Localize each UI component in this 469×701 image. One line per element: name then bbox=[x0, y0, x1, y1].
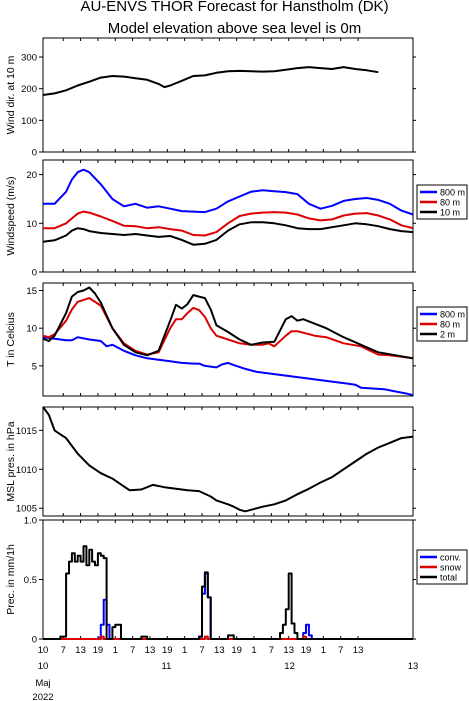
series-line bbox=[42, 336, 414, 397]
x-day-label: 13 bbox=[408, 661, 419, 672]
figure-subtitle: Model elevation above sea level is 0m bbox=[107, 20, 362, 37]
y-tick-label: 1.0 bbox=[24, 516, 37, 527]
y-tick-label: 0 bbox=[32, 148, 37, 159]
x-day-label: 10 bbox=[38, 661, 49, 672]
figure-title: AU-ENVS THOR Forecast for Hanstholm (DK) bbox=[80, 0, 389, 15]
y-tick-label: 1005 bbox=[16, 504, 37, 515]
x-day-label: 12 bbox=[284, 661, 295, 672]
y-axis-label: Windspeed (m/s) bbox=[5, 176, 17, 255]
x-tick-label: 10 bbox=[38, 645, 49, 656]
x-tick-label: 13 bbox=[75, 645, 86, 656]
y-tick-label: 300 bbox=[21, 53, 37, 64]
x-tick-label: 13 bbox=[214, 645, 225, 656]
y-tick-label: 1010 bbox=[16, 465, 37, 476]
series-line bbox=[42, 221, 414, 246]
y-axis-label: Wind dir. at 10 m bbox=[5, 55, 17, 134]
y-tick-label: 100 bbox=[21, 116, 37, 127]
x-tick-label: 13 bbox=[283, 645, 294, 656]
y-tick-label: 200 bbox=[21, 84, 37, 95]
panel-frame bbox=[42, 37, 414, 153]
series-line bbox=[42, 297, 414, 360]
chart-panel: 0 10 20 Windspeed (m/s) 800 m80 m10 m bbox=[5, 159, 468, 279]
legend-label: 2 m bbox=[440, 330, 455, 340]
series-line bbox=[42, 286, 414, 360]
series-line bbox=[43, 210, 414, 237]
x-tick-label: 19 bbox=[93, 645, 104, 656]
y-tick-label: 5 bbox=[32, 361, 37, 372]
y-axis-label: T in Celcius bbox=[5, 312, 17, 367]
x-tick-label: 7 bbox=[130, 645, 135, 656]
legend: 800 m80 m10 m bbox=[416, 184, 468, 220]
x-tick-label: 19 bbox=[301, 645, 312, 656]
y-tick-label: 0.5 bbox=[24, 575, 37, 586]
y-axis-label: MSL pres. in hPa bbox=[5, 421, 17, 501]
x-day-label: 11 bbox=[161, 661, 171, 672]
series-line bbox=[43, 572, 413, 640]
y-tick-label: 1015 bbox=[16, 426, 37, 437]
legend-label: total bbox=[440, 573, 457, 583]
panel-frame bbox=[42, 519, 414, 640]
x-year-label: 2022 bbox=[32, 692, 53, 701]
x-tick-label: 13 bbox=[145, 645, 156, 656]
x-tick-label: 1 bbox=[321, 645, 326, 656]
x-tick-label: 7 bbox=[269, 645, 274, 656]
y-tick-label: 0 bbox=[32, 268, 37, 279]
x-tick-label: 1 bbox=[182, 645, 187, 656]
panel-frame bbox=[42, 159, 414, 273]
legend-label: 10 m bbox=[440, 208, 460, 218]
y-tick-label: 10 bbox=[26, 324, 37, 335]
legend-label: 80 m bbox=[440, 320, 460, 330]
series-line bbox=[42, 406, 414, 513]
legend-label: conv. bbox=[440, 553, 461, 563]
x-tick-label: 1 bbox=[113, 645, 118, 656]
legend-label: 800 m bbox=[440, 188, 465, 198]
x-tick-label: 19 bbox=[162, 645, 173, 656]
y-axis-label: Prec. in mm/1h bbox=[5, 544, 17, 615]
series-line bbox=[42, 66, 379, 96]
chart-panel: 5 10 15 T in Celcius 800 m80 m2 m bbox=[5, 282, 468, 397]
series-line bbox=[43, 168, 414, 216]
legend: 800 m80 m2 m bbox=[416, 306, 468, 342]
y-tick-label: 15 bbox=[26, 286, 37, 297]
y-tick-label: 0 bbox=[32, 635, 37, 646]
panel-frame bbox=[42, 406, 414, 517]
x-tick-label: 13 bbox=[353, 645, 364, 656]
legend-label: snow bbox=[440, 563, 462, 573]
x-tick-label: 19 bbox=[231, 645, 242, 656]
series-line bbox=[43, 635, 413, 640]
x-tick-label: 1 bbox=[251, 645, 256, 656]
x-tick-label: 7 bbox=[61, 645, 66, 656]
series-line bbox=[43, 545, 413, 640]
chart-panel: 0 100 200 300 Wind dir. at 10 m bbox=[5, 37, 416, 159]
x-tick-label: 7 bbox=[199, 645, 204, 656]
y-tick-label: 20 bbox=[26, 170, 37, 181]
y-tick-label: 10 bbox=[26, 219, 37, 230]
x-tick-label: 7 bbox=[338, 645, 343, 656]
x-month-label: Maj bbox=[35, 678, 50, 689]
legend-label: 800 m bbox=[440, 310, 465, 320]
legend-label: 80 m bbox=[440, 198, 460, 208]
